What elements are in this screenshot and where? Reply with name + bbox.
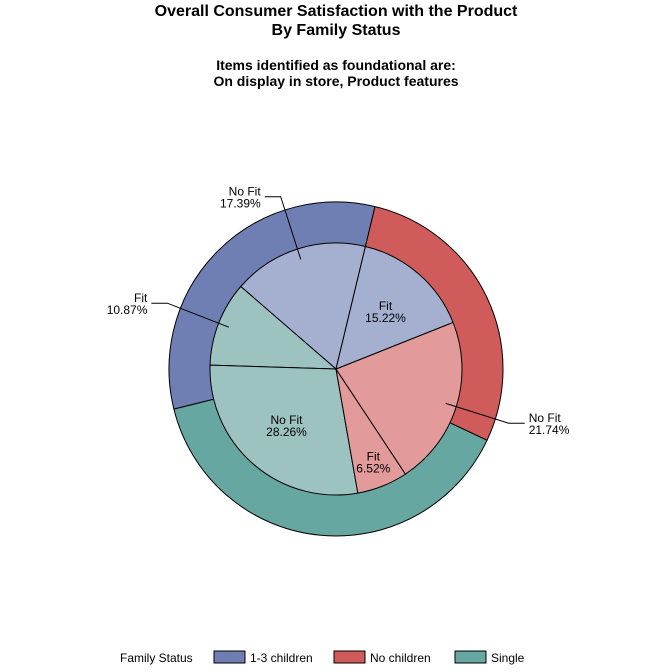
inner-slice-1-3-children-fit — [335, 245, 454, 370]
legend-title: Family Status — [120, 651, 193, 665]
slice-label-no-children-no-fit: No Fit 21.74% — [529, 411, 570, 437]
slice-label-no-children-fit: Fit 6.52% — [356, 450, 390, 476]
legend-swatch-no-children — [333, 650, 366, 664]
slice-label-single-no-fit: No Fit 28.26% — [266, 413, 307, 439]
slice-labels: No Fit 17.39% Fit 10.87% No Fit 28.26% Fit 6.52… — [107, 185, 570, 476]
slice-label-1-3-children-no-fit: No Fit 17.39% — [220, 185, 261, 211]
legend-swatch-1-3-children — [213, 650, 246, 664]
legend-label-no-children: No children — [370, 651, 431, 665]
chart-title-line-2: By Family Status — [272, 22, 401, 39]
slice-label-1-3-children-fit: Fit 15.22% — [365, 299, 406, 325]
inner-slice-single-no-fit — [209, 364, 359, 496]
chart-subtitle-line-2: On display in store, Product features — [213, 73, 458, 89]
chart-title-line-1: Overall Consumer Satisfaction with the P… — [155, 3, 518, 20]
chart-subtitle-line-1: Items identified as foundational are: — [216, 57, 456, 73]
legend-label-single: Single — [491, 651, 525, 665]
legend: Family Status 1-3 children No children S… — [120, 650, 525, 665]
leader-line-1-3-children-no-fit — [264, 196, 302, 260]
legend-label-1-3-children: 1-3 children — [250, 651, 313, 665]
slice-label-single-fit: Fit 10.87% — [107, 291, 148, 317]
legend-swatch-single — [454, 650, 487, 664]
inner-pie — [209, 242, 463, 496]
leader-line-single-fit — [151, 302, 230, 328]
leader-line-no-children-no-fit — [445, 402, 525, 424]
